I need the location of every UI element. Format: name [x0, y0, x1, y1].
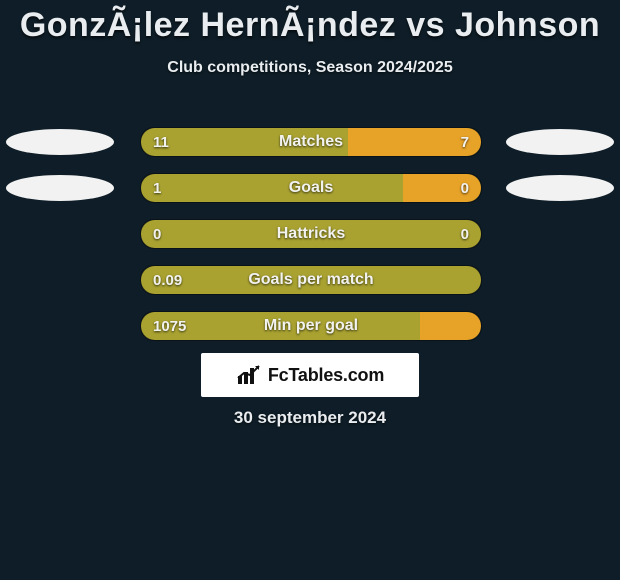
stat-value-left: 1 [141, 174, 173, 202]
brand-chart-icon [236, 364, 264, 386]
player-photo-left [6, 175, 114, 201]
stat-value-right: 0 [449, 174, 481, 202]
stat-value-right: 0 [449, 220, 481, 248]
stat-bar-track: 00Hattricks [140, 219, 482, 249]
page-title: GonzÃ¡lez HernÃ¡ndez vs Johnson [0, 0, 620, 45]
stat-value-left: 1075 [141, 312, 198, 340]
stat-bar-track: 1075Min per goal [140, 311, 482, 341]
brand-text: FcTables.com [268, 365, 384, 386]
stat-value-left: 11 [141, 128, 181, 156]
stat-row: 0.09Goals per match [0, 262, 620, 308]
stat-row: 1075Min per goal [0, 308, 620, 354]
page-subtitle: Club competitions, Season 2024/2025 [0, 59, 620, 77]
player-photo-right [506, 129, 614, 155]
player-photo-right [506, 175, 614, 201]
stat-value-left: 0.09 [141, 266, 194, 294]
comparison-infographic: GonzÃ¡lez HernÃ¡ndez vs Johnson Club com… [0, 0, 620, 580]
brand-badge: FcTables.com [201, 353, 419, 397]
stat-bar-fill-left [141, 174, 403, 202]
player-photo-left [6, 129, 114, 155]
stat-row: 10Goals [0, 170, 620, 216]
stat-bar-track: 117Matches [140, 127, 482, 157]
stat-value-right: 7 [449, 128, 481, 156]
stat-value-left: 0 [141, 220, 173, 248]
stat-rows: 117Matches10Goals00Hattricks0.09Goals pe… [0, 124, 620, 354]
stat-row: 117Matches [0, 124, 620, 170]
stat-bar-track: 10Goals [140, 173, 482, 203]
stat-bar-fill-left [141, 220, 481, 248]
stat-row: 00Hattricks [0, 216, 620, 262]
stat-bar-track: 0.09Goals per match [140, 265, 482, 295]
snapshot-date: 30 september 2024 [0, 408, 620, 428]
stat-bar-fill-right [420, 312, 481, 340]
